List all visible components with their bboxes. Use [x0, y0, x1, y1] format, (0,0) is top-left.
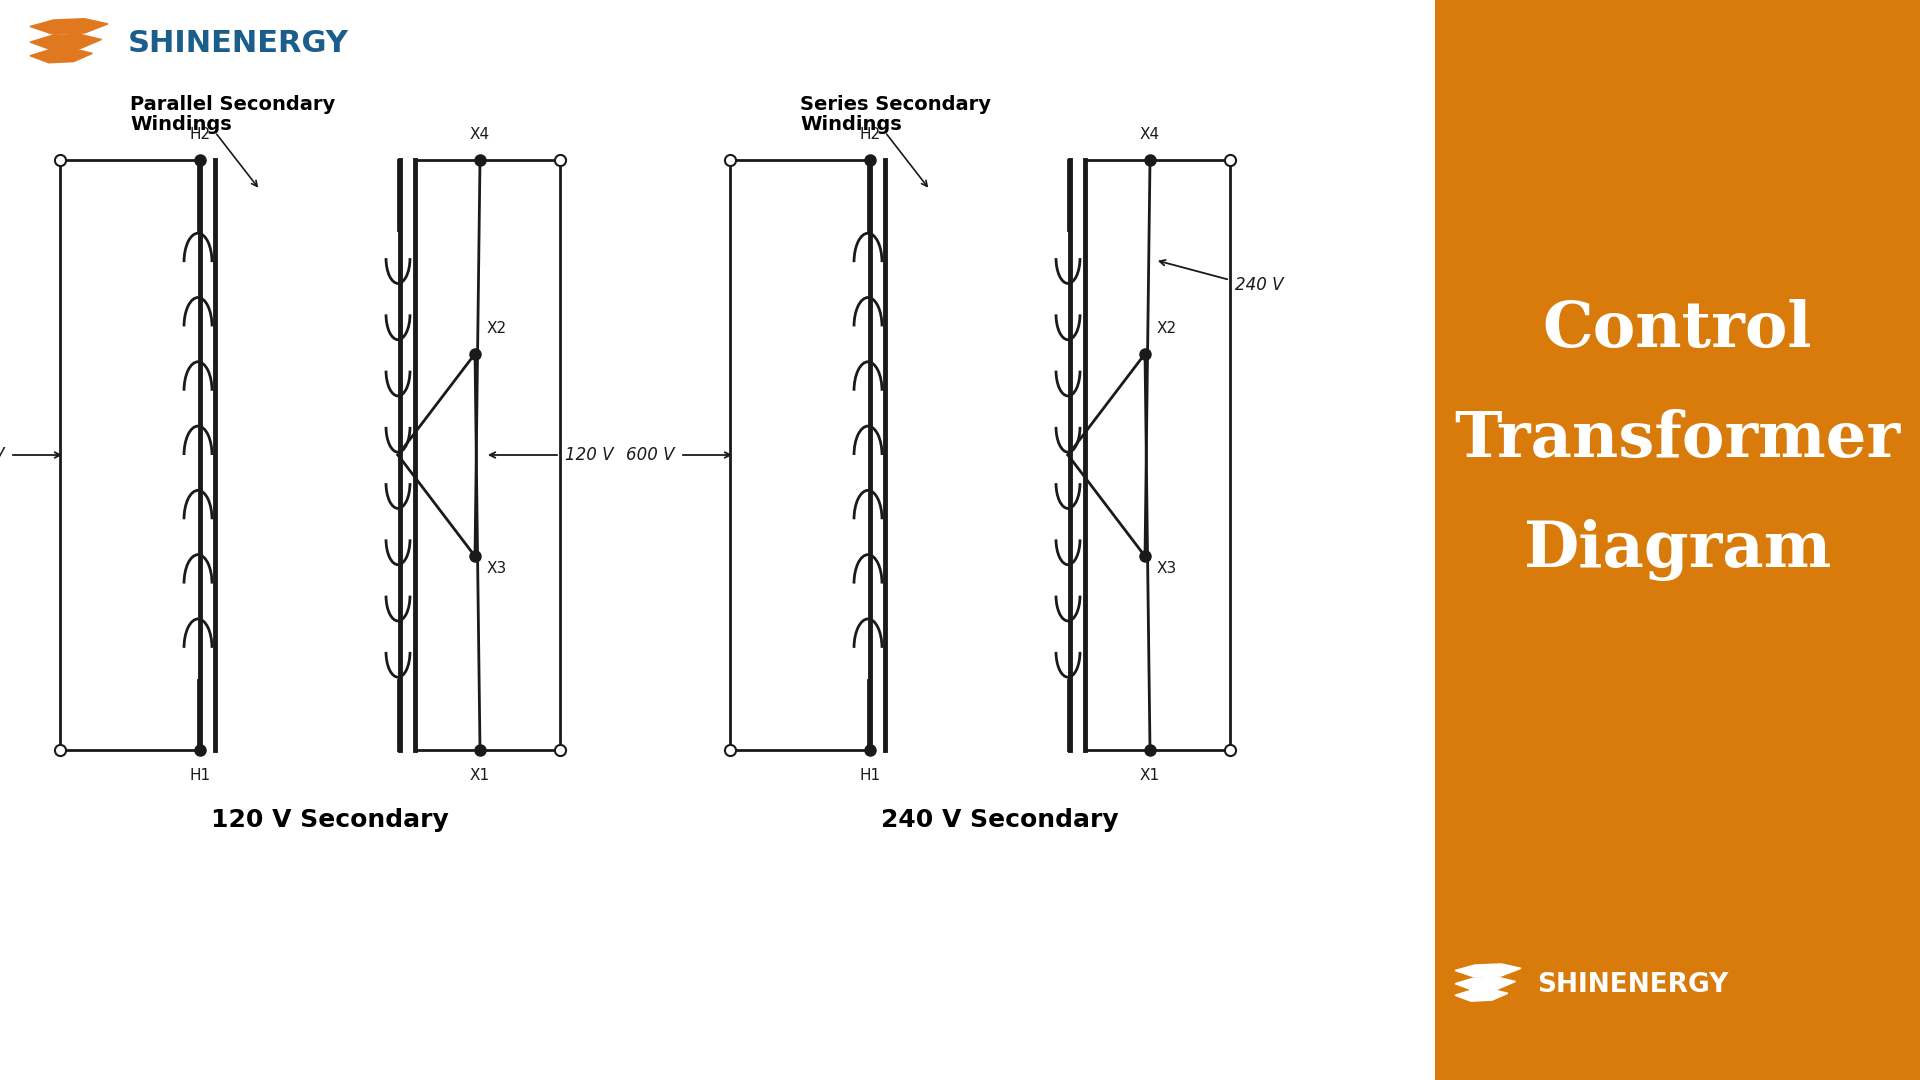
Text: 240 V: 240 V	[1235, 276, 1283, 294]
Text: X1: X1	[1140, 768, 1160, 783]
Text: X3: X3	[1158, 562, 1177, 577]
Bar	[1434, 0, 1920, 1080]
Polygon shape	[1455, 963, 1521, 977]
Polygon shape	[31, 49, 92, 63]
Text: Windings: Windings	[131, 116, 232, 135]
Text: X2: X2	[1158, 321, 1177, 336]
Polygon shape	[31, 35, 102, 50]
Text: Diagram: Diagram	[1523, 519, 1832, 581]
Text: X4: X4	[1140, 127, 1160, 141]
Text: Transformer: Transformer	[1453, 409, 1901, 471]
Text: H2: H2	[860, 127, 881, 141]
Text: 240 V Secondary: 240 V Secondary	[881, 808, 1119, 832]
Text: 120 V: 120 V	[564, 446, 614, 464]
Text: Parallel Secondary: Parallel Secondary	[131, 95, 336, 114]
Text: 120 V Secondary: 120 V Secondary	[211, 808, 449, 832]
Text: Control: Control	[1542, 299, 1812, 361]
Text: Series Secondary: Series Secondary	[801, 95, 991, 114]
Text: X2: X2	[488, 321, 507, 336]
Polygon shape	[31, 18, 108, 35]
Text: 600 V: 600 V	[0, 446, 6, 464]
Text: H1: H1	[190, 768, 211, 783]
Polygon shape	[1455, 989, 1507, 1001]
Text: 600 V: 600 V	[626, 446, 676, 464]
Text: X1: X1	[470, 768, 490, 783]
Text: SHINENERGY: SHINENERGY	[1538, 972, 1728, 998]
Text: X4: X4	[470, 127, 490, 141]
Polygon shape	[1455, 977, 1515, 990]
Text: Windings: Windings	[801, 116, 902, 135]
Text: H1: H1	[860, 768, 881, 783]
Text: SHINENERGY: SHINENERGY	[127, 29, 348, 58]
Text: H2: H2	[190, 127, 211, 141]
Text: X3: X3	[488, 562, 507, 577]
